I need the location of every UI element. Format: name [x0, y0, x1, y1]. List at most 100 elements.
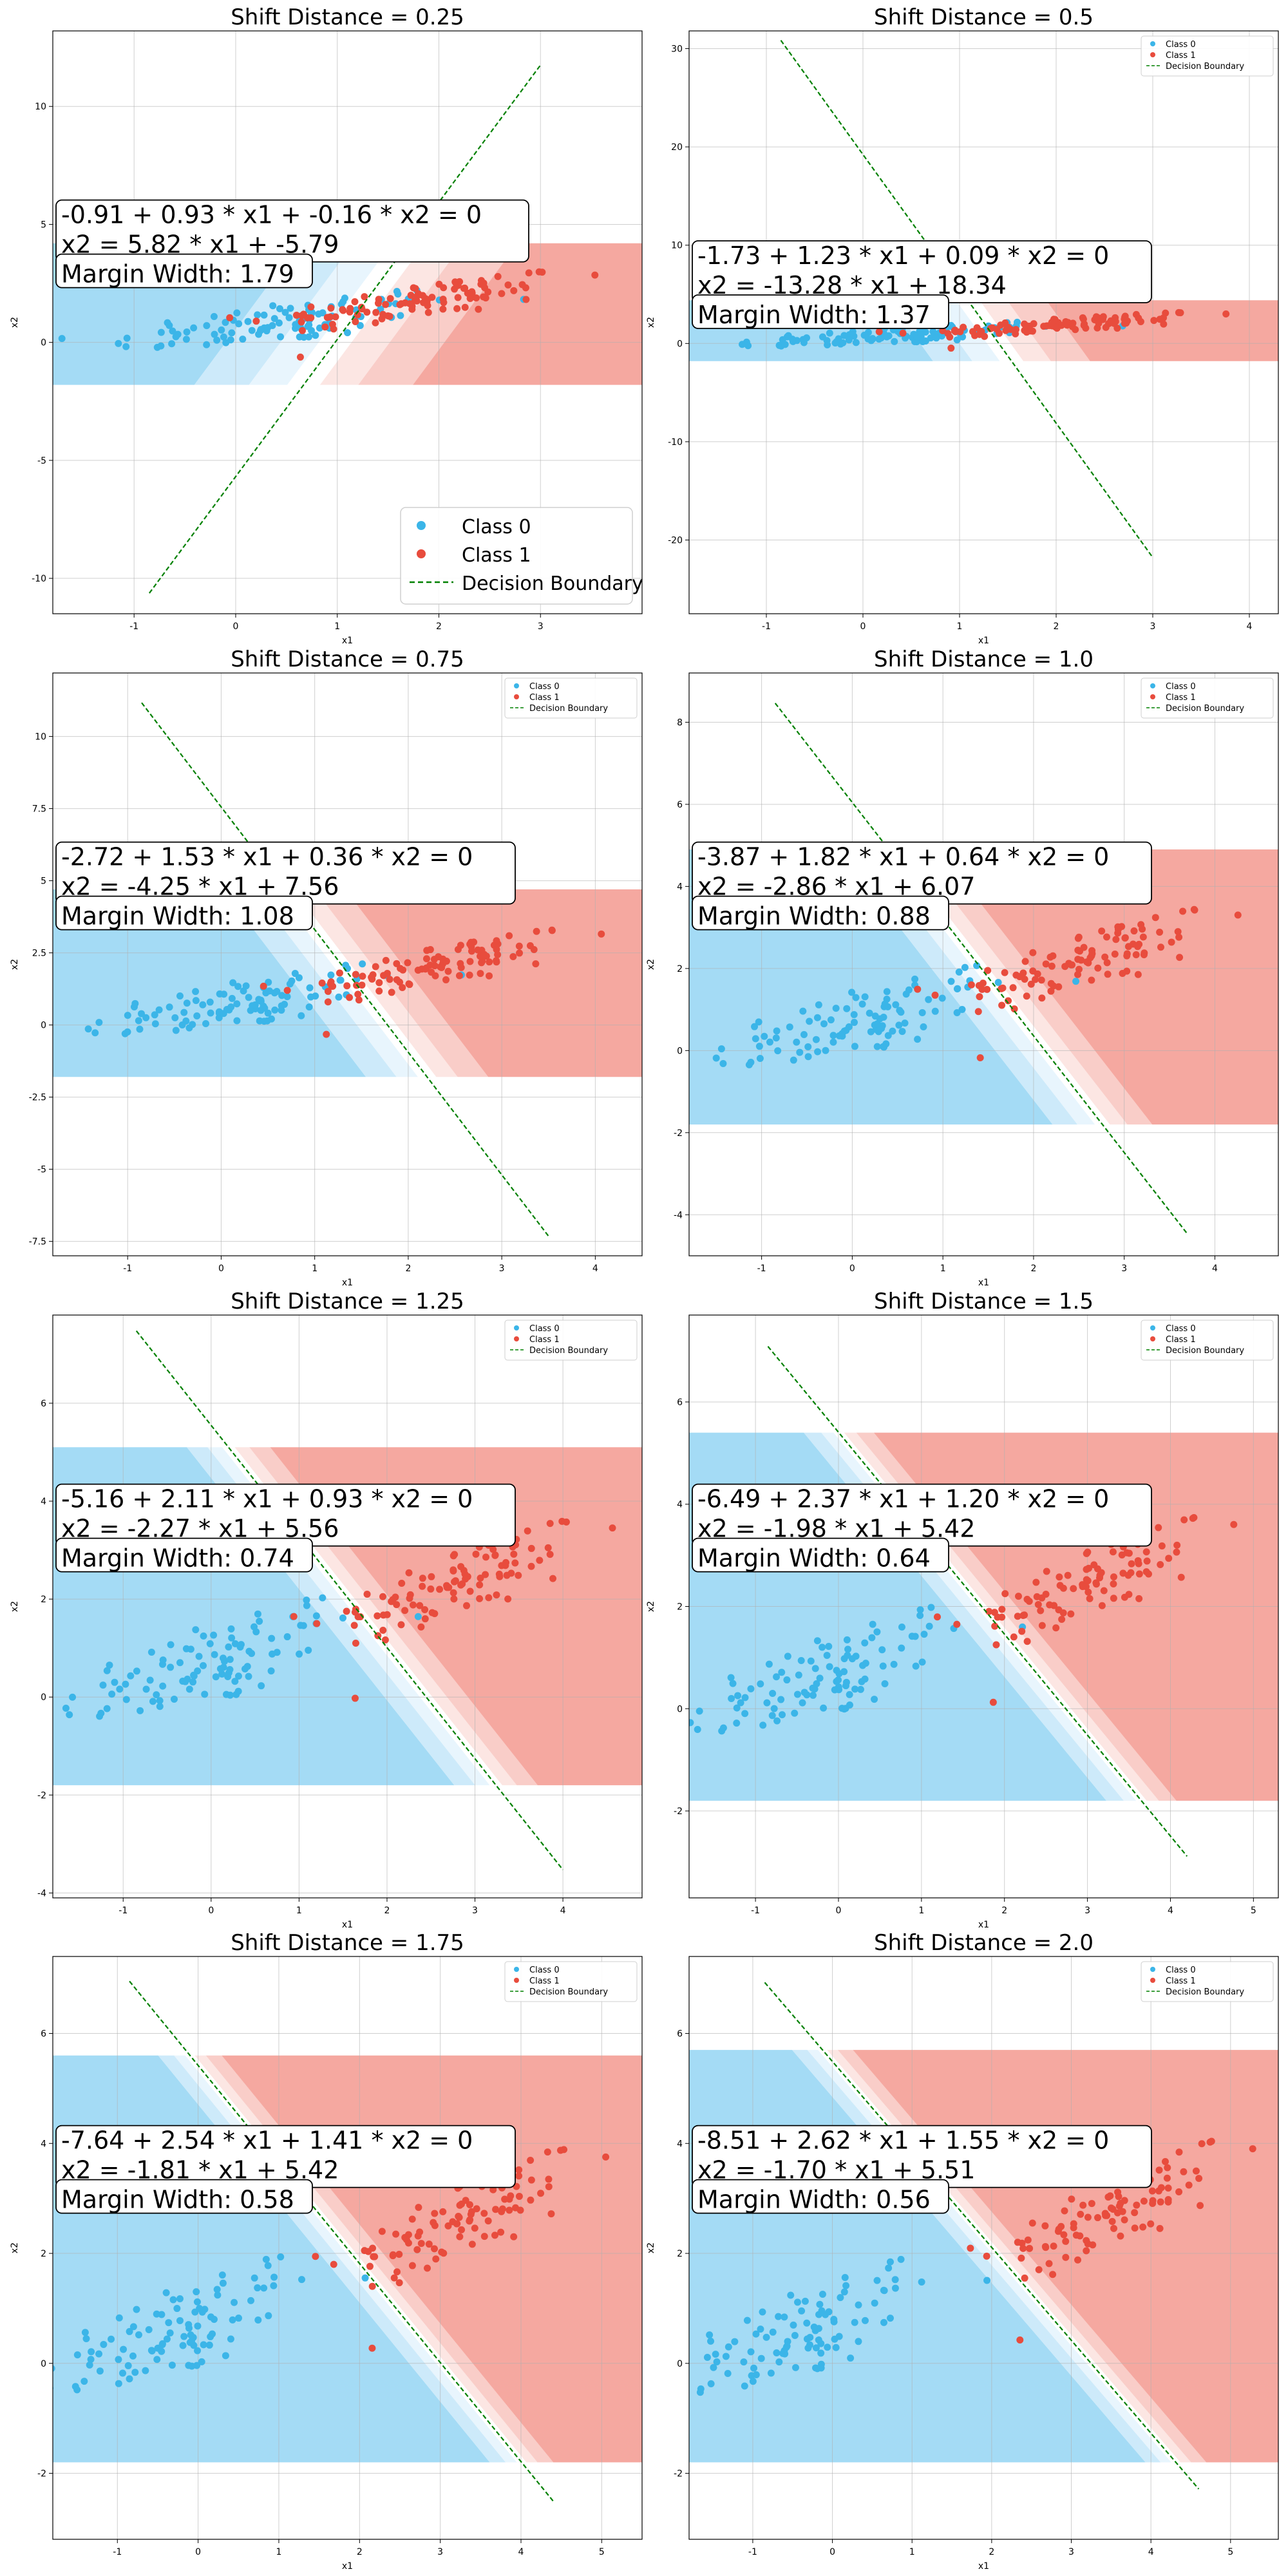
decision-boundary-line: [767, 1345, 1188, 1857]
class0-point: [172, 1027, 180, 1034]
legend-label: Class 1: [1166, 693, 1196, 703]
class1-point: [1155, 1524, 1162, 1531]
class1-point: [1083, 2247, 1090, 2255]
class1-point: [1134, 1557, 1142, 1564]
class0-point: [96, 2367, 104, 2375]
class1-point: [1174, 928, 1182, 936]
class0-point: [157, 328, 165, 336]
y-tick-label: -2: [37, 2469, 46, 2479]
class1-point: [549, 1575, 557, 1582]
class1-point: [1131, 2224, 1139, 2232]
class0-point: [126, 2327, 133, 2335]
y-tick-label: 5: [41, 876, 46, 887]
class1-point: [1042, 960, 1050, 968]
class0-point: [770, 1705, 778, 1712]
class0-point: [773, 2349, 781, 2357]
class0-point: [800, 1031, 808, 1039]
class1-point: [1061, 2207, 1068, 2215]
class1-point: [991, 1622, 999, 1630]
class0-point: [933, 334, 940, 342]
class1-point: [1082, 1583, 1090, 1591]
class0-point: [790, 2321, 797, 2329]
x-tick-label: 2: [405, 1264, 411, 1274]
class0-point: [231, 1678, 239, 1685]
class1-point: [378, 2228, 386, 2235]
legend-marker: [514, 1978, 519, 1983]
class0-point: [53, 2386, 54, 2391]
y-tick-label: 4: [677, 1500, 683, 1510]
class1-point: [388, 989, 395, 996]
class0-point: [791, 2332, 799, 2340]
annotation-box-margin: [55, 895, 313, 931]
x-tick-label: 0: [860, 621, 866, 632]
class1-point: [436, 1586, 444, 1593]
y-tick-label: -5: [37, 1165, 46, 1175]
class1-point: [1023, 992, 1030, 1000]
class0-point: [122, 1696, 130, 1703]
class0-point: [816, 2300, 824, 2308]
x-tick-label: 0: [208, 1906, 214, 1916]
class1-point: [979, 980, 987, 987]
x-tick-label: 5: [599, 2547, 605, 2557]
class0-point: [190, 324, 198, 332]
class1-point: [547, 2210, 555, 2218]
class1-point: [419, 1582, 426, 1590]
annotation-line-3: Margin Width: 1.79: [61, 260, 294, 289]
class0-point: [916, 1606, 924, 1614]
class1-point: [1234, 911, 1242, 919]
class0-point: [260, 1018, 268, 1025]
class1-point: [484, 2217, 492, 2225]
class1-point: [409, 1601, 417, 1609]
class1-point: [1074, 934, 1082, 942]
class1-point: [1035, 2266, 1043, 2273]
annotation-box-margin: [692, 294, 949, 329]
class0-point: [190, 1671, 198, 1679]
class0-point: [752, 2330, 760, 2338]
y-tick-label: 4: [41, 2139, 46, 2149]
class0-point: [251, 2274, 258, 2282]
class1-point: [1191, 906, 1198, 914]
class0-point: [766, 1038, 773, 1046]
class1-point: [393, 976, 401, 983]
class0-point: [787, 2291, 795, 2299]
decision-boundary-line: [764, 1982, 1200, 2490]
annotation-line-2: x2 = -2.27 * x1 + 5.56: [61, 1515, 339, 1543]
x-tick-label: 0: [195, 2547, 201, 2557]
class0-point: [256, 1617, 263, 1625]
class0-point: [901, 1019, 909, 1027]
class0-point: [873, 2277, 881, 2284]
class0-point: [881, 1680, 889, 1688]
class0-point: [852, 1653, 860, 1660]
class0-point: [163, 2335, 171, 2343]
class1-point: [432, 2255, 440, 2263]
class1-point: [1077, 2210, 1084, 2218]
class1-point: [1094, 964, 1102, 972]
class0-point: [817, 2340, 825, 2347]
x-tick-label: 3: [1084, 1906, 1090, 1916]
class0-point: [880, 1043, 888, 1051]
class1-point: [493, 1591, 500, 1599]
class1-point: [1140, 2197, 1148, 2205]
class1-point: [358, 981, 366, 989]
class1-point: [1075, 965, 1083, 973]
class0-point: [768, 1712, 776, 1719]
y-tick-label: -10: [32, 574, 46, 584]
class1-point: [480, 2233, 488, 2240]
x-tick-label: 0: [836, 1906, 842, 1916]
class1-point: [1192, 2167, 1200, 2175]
class0-point: [973, 961, 981, 969]
class0-point: [156, 1697, 164, 1705]
class0-point: [195, 1653, 203, 1660]
class0-point: [308, 308, 316, 316]
class0-point: [267, 1015, 275, 1023]
class1-point: [428, 969, 435, 976]
class0-point: [761, 1032, 768, 1040]
class0-point: [748, 2372, 755, 2380]
class0-point: [918, 2278, 925, 2286]
class1-point: [507, 2192, 515, 2200]
class0-point: [773, 1027, 781, 1035]
class0-point: [807, 1657, 815, 1665]
class1-point: [1034, 1600, 1042, 1608]
class0-point: [335, 993, 343, 1001]
class0-point: [397, 312, 404, 319]
